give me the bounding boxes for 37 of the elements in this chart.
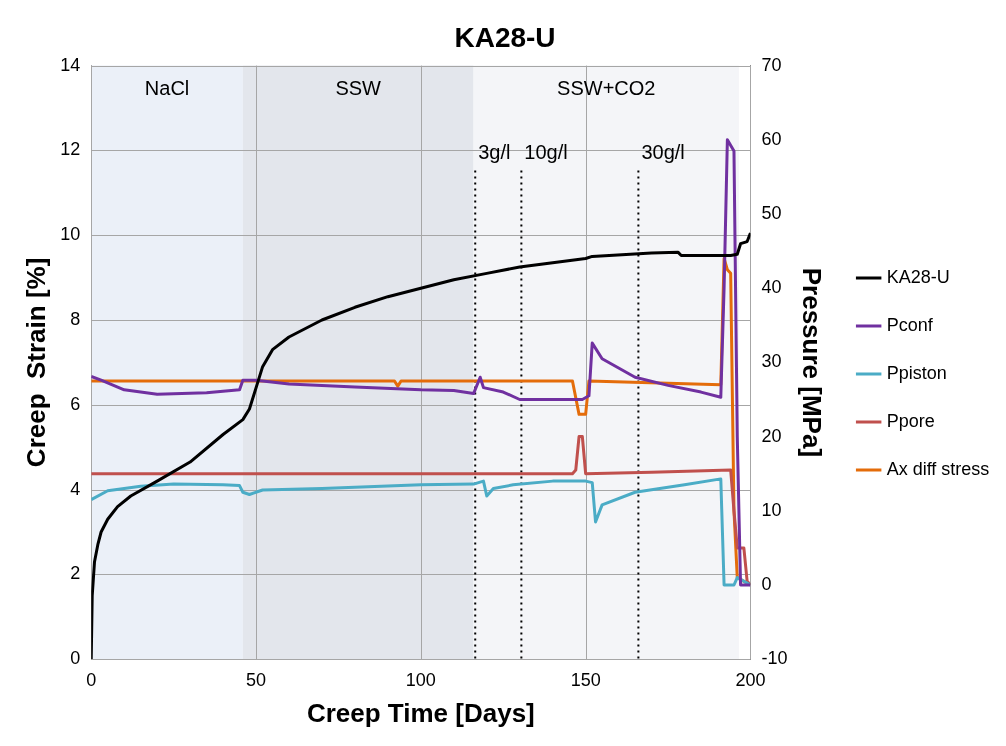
y2-tick-label: -10 — [761, 648, 788, 669]
y2-tick-label: 20 — [761, 425, 782, 446]
y-tick-label: 12 — [60, 139, 81, 160]
y2-tick-label: 0 — [761, 573, 772, 594]
y2-tick-label: 40 — [761, 277, 782, 298]
legend-label: Ppore — [886, 410, 935, 431]
annotation: 30g/l — [641, 141, 685, 164]
y-tick-label: 10 — [60, 224, 81, 245]
band-label: NaCl — [144, 77, 190, 100]
x-tick-label: 50 — [246, 669, 267, 690]
legend-label: KA28-U — [886, 266, 950, 287]
y2-axis-title: Pressure [MPa] — [796, 267, 827, 458]
y2-tick-label: 70 — [761, 54, 782, 75]
y-axis-title: Creep Strain [%] — [20, 257, 51, 468]
band-label: SSW+CO2 — [557, 77, 656, 100]
band-label: SSW — [335, 77, 382, 100]
y2-tick-label: 50 — [761, 202, 782, 223]
legend-label: Ax diff stress — [886, 458, 990, 479]
y-tick-label: 2 — [70, 563, 81, 584]
y2-tick-label: 10 — [761, 499, 782, 520]
x-tick-label: 150 — [570, 669, 601, 690]
x-tick-label: 100 — [405, 669, 436, 690]
y2-tick-label: 30 — [761, 351, 782, 372]
x-tick-label: 200 — [735, 669, 766, 690]
y-tick-label: 14 — [60, 54, 81, 75]
annotation: 10g/l — [524, 141, 568, 164]
legend-label: Pconf — [886, 314, 934, 335]
chart-title: KA28-U — [454, 21, 556, 53]
y-tick-label: 6 — [70, 393, 81, 414]
x-axis-title: Creep Time [Days] — [306, 697, 535, 728]
y-tick-label: 4 — [70, 478, 81, 499]
y-tick-label: 8 — [70, 308, 81, 329]
y2-tick-label: 60 — [761, 128, 782, 149]
y-tick-label: 0 — [70, 648, 81, 669]
legend-label: Ppiston — [886, 362, 947, 383]
x-tick-label: 0 — [86, 669, 97, 690]
annotation: 3g/l — [478, 141, 511, 164]
